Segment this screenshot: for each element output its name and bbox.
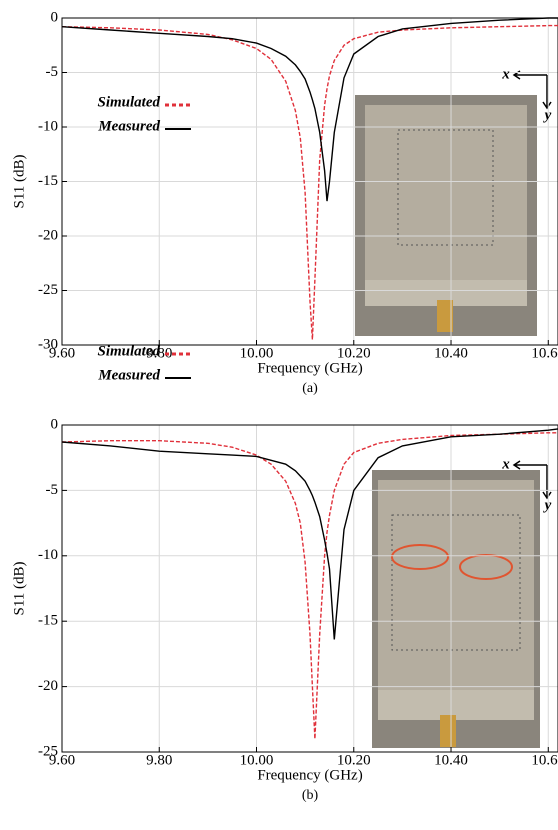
- series-line: [61, 17, 558, 202]
- x-tick-label: 10.20: [337, 345, 371, 361]
- annotation: y: [543, 497, 552, 513]
- legend-label: Measured: [97, 118, 160, 134]
- inset-photo: [355, 95, 537, 336]
- legend-label: Measured: [97, 367, 160, 383]
- y-tick-label: -10: [38, 118, 58, 134]
- y-tick-label: -5: [46, 64, 59, 80]
- y-tick-label: -25: [38, 282, 58, 298]
- x-tick-label: 10.00: [240, 345, 274, 361]
- annotation: x: [501, 456, 510, 472]
- legend-label: Simulated: [97, 94, 160, 110]
- legend-label: Simulated: [97, 343, 160, 359]
- x-tick-label: 9.60: [49, 752, 75, 768]
- x-tick-label: 10.60: [531, 752, 558, 768]
- y-tick-label: -15: [38, 613, 58, 629]
- y-tick-label: 0: [51, 9, 59, 25]
- x-tick-label: 10.00: [240, 752, 274, 768]
- series-line: [61, 428, 558, 640]
- x-tick-label: 10.20: [337, 752, 371, 768]
- x-tick-label: 9.80: [146, 752, 172, 768]
- y-tick-label: -30: [38, 336, 58, 352]
- y-tick-label: -15: [38, 173, 58, 189]
- caption: (b): [302, 788, 319, 803]
- x-tick-label: 10.40: [434, 345, 468, 361]
- x-tick-label: 9.60: [49, 345, 75, 361]
- annotation: x: [501, 66, 510, 82]
- axis-arrows: [512, 70, 552, 500]
- x-tick-label: 9.80: [146, 345, 172, 361]
- y-tick-label: -20: [38, 678, 58, 694]
- y-axis-label: S11 (dB): [11, 561, 27, 615]
- y-tick-label: -25: [38, 743, 58, 759]
- caption: (a): [302, 381, 318, 396]
- x-tick-label: 10.60: [531, 345, 558, 361]
- y-tick-label: -5: [46, 482, 59, 498]
- plot-frame: [61, 424, 558, 753]
- x-tick-label: 10.40: [434, 752, 468, 768]
- annotation: y: [543, 107, 552, 123]
- y-axis-label: S11 (dB): [11, 154, 27, 208]
- y-tick-label: 0: [51, 416, 59, 432]
- x-axis-label: Frequency (GHz): [257, 360, 362, 376]
- y-tick-label: -10: [38, 547, 58, 563]
- plot-frame: [61, 17, 558, 346]
- series-line: [61, 432, 558, 739]
- x-axis-label: Frequency (GHz): [257, 767, 362, 783]
- y-tick-label: -20: [38, 227, 58, 243]
- inset-photo: [372, 470, 540, 748]
